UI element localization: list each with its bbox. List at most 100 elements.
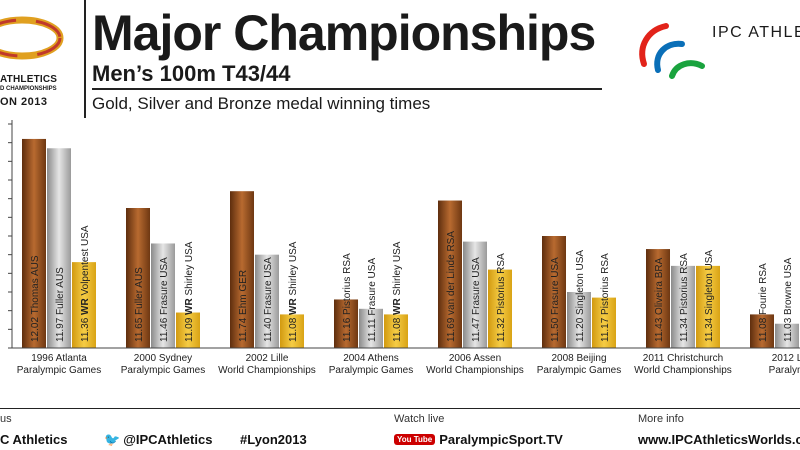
watch-url: ParalympicSport.TV [439, 432, 563, 447]
bar-label: 11.97 Fuller AUS [55, 267, 66, 342]
bar-time: 11.20 [575, 315, 586, 342]
bar-athlete: Fuller AUS [134, 267, 145, 315]
bar-time: 11.03 [783, 315, 794, 342]
x-tick-sublabel: Paralympic Games [121, 365, 205, 376]
lyon-2013-logo: ATHLETICS D CHAMPIONSHIPS ON 2013 [0, 0, 84, 118]
footer-follow-value[interactable]: C Athletics [0, 432, 68, 447]
bar-label: 12.02 Thomas AUS [30, 255, 41, 342]
bar-time: 11.11 [367, 316, 378, 342]
medal-times-chart: 12.02 Thomas AUS 11.97 Fuller AUS 11.36 WR… [8, 120, 800, 376]
bar-athlete: Frasure USA [367, 258, 378, 316]
bar-label: 11.74 Ehm GER [238, 270, 249, 342]
bar-athlete: Shirley USA [288, 241, 299, 295]
bar-silver [463, 241, 487, 348]
page-title: Major Championships [92, 5, 596, 61]
bar-bronze [334, 299, 358, 348]
x-tick-sublabel: Paralympic Games [329, 365, 413, 376]
bar-label: 11.32 Pistorius RSA [496, 253, 507, 342]
youtube-icon: You Tube [394, 434, 436, 445]
page-subtitle: Men’s 100m T43/44 [92, 61, 291, 86]
bar-gold [384, 314, 408, 348]
bar-athlete: Frasure USA [550, 257, 561, 315]
x-tick-label: 2000 Sydney [134, 353, 192, 364]
bar-label: 11.16 Pistorius RSA [342, 253, 353, 342]
bar-time: 11.43 [654, 315, 665, 342]
bar-bronze [750, 314, 774, 348]
bar-label: 11.65 Fuller AUS [134, 267, 145, 342]
bar-time: 11.08 [392, 315, 403, 342]
bar-time: 11.47 [471, 315, 482, 342]
left-logo-line3: ON 2013 [0, 96, 48, 108]
x-tick-label: 1996 Atlanta [31, 353, 87, 364]
x-tick-sublabel: Paralympic Games [17, 365, 101, 376]
bar-athlete: Singleton USA [704, 250, 715, 315]
bar-wr: WR [392, 295, 403, 314]
footer-watch[interactable]: You Tube ParalympicSport.TV [394, 432, 563, 447]
bar-gold [696, 265, 720, 348]
bar-label: 11.47 Frasure USA [471, 257, 482, 342]
footer-hashtag[interactable]: #Lyon2013 [240, 432, 307, 447]
bar-athlete: Frasure USA [471, 257, 482, 315]
bar-bronze [22, 138, 46, 348]
bar-label: 11.08 WR Shirley USA [392, 241, 403, 342]
bar-time: 11.17 [600, 315, 611, 342]
bar-time: 11.97 [55, 315, 66, 342]
bar-label: 11.46 Frasure USA [159, 257, 170, 342]
bar-silver [47, 148, 71, 348]
bar-time: 11.16 [342, 315, 353, 342]
bar-time: 11.46 [159, 315, 170, 342]
footer-rule [0, 408, 800, 409]
bar-time: 11.69 [446, 315, 457, 342]
bar-time: 11.34 [704, 315, 715, 342]
bar-wr: WR [288, 295, 299, 314]
bar-athlete: Pistorius RSA [342, 253, 353, 315]
bar-bronze [646, 249, 670, 348]
bar-athlete: Ehm GER [238, 270, 249, 315]
bar-label: 11.20 Singleton USA [575, 250, 586, 342]
bar-silver [359, 308, 383, 348]
bar-label: 11.17 Pistorius RSA [600, 253, 611, 342]
bar-label: 11.50 Frasure USA [550, 257, 561, 342]
x-tick-sublabel: World Championships [426, 365, 524, 376]
x-tick-label: 2002 Lille [246, 353, 289, 364]
bar-label: 11.11 Frasure USA [367, 258, 378, 342]
bar-time: 11.36 [80, 315, 91, 342]
lyon-flame-icon [0, 16, 64, 60]
left-logo-line2: D CHAMPIONSHIPS [0, 86, 57, 92]
bar-time: 11.74 [238, 315, 249, 342]
footer-info-url[interactable]: www.IPCAthleticsWorlds.c [638, 432, 800, 447]
bar-athlete: Thomas AUS [30, 255, 41, 314]
bar-bronze [542, 236, 566, 348]
left-logo-line1: ATHLETICS [0, 74, 58, 85]
bar-time: 11.34 [679, 315, 690, 342]
bar-athlete: Singleton USA [575, 250, 586, 315]
x-tick-sublabel: Paralym [769, 365, 800, 376]
footer-twitter[interactable]: 🐦 @IPCAthletics [104, 432, 212, 448]
bar-athlete: Fuller AUS [55, 267, 66, 315]
bar-label: 11.40 Frasure USA [263, 257, 274, 342]
bar-athlete: Shirley USA [392, 241, 403, 295]
bar-time: 11.08 [288, 315, 299, 342]
bar-label: 11.36 WR Volpentest USA [80, 225, 91, 342]
footer-info-label: More info [638, 413, 684, 425]
bar-silver [255, 254, 279, 348]
bar-label: 11.34 Pistorius RSA [679, 253, 690, 342]
bar-athlete: Frasure USA [263, 257, 274, 315]
bar-label: 11.34 Singleton USA [704, 250, 715, 342]
bar-time: 11.65 [134, 315, 145, 342]
bar-gold [592, 297, 616, 348]
bar-athlete: Browne USA [783, 257, 794, 315]
x-tick-label: 2012 L [772, 353, 800, 364]
twitter-handle: @IPCAthletics [123, 432, 213, 447]
bar-athlete: Pistorius RSA [600, 253, 611, 315]
bar-label: 11.08 Fourie RSA [758, 263, 769, 342]
bar-label: 11.08 WR Shirley USA [288, 241, 299, 342]
bar-gold [280, 314, 304, 348]
bar-wr: WR [184, 295, 195, 314]
footer-follow-label: us [0, 413, 12, 425]
bar-silver [567, 292, 591, 348]
twitter-bird-icon: 🐦 [104, 432, 121, 447]
chart-description: Gold, Silver and Bronze medal winning ti… [92, 94, 431, 113]
x-tick-label: 2004 Athens [343, 353, 399, 364]
ipc-logo-text: IPC ATHLET [712, 24, 800, 41]
